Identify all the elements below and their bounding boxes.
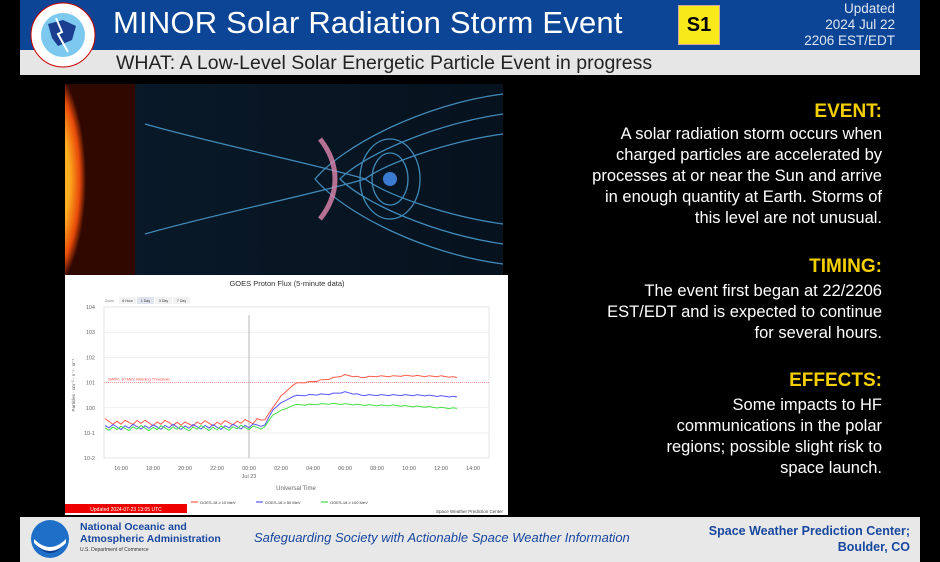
section-line: The event first began at 22/2206 bbox=[644, 282, 882, 300]
y-tick-label: 101 bbox=[86, 381, 95, 387]
magnetosphere-image bbox=[65, 84, 503, 275]
x-tick-label: 18:00 bbox=[146, 466, 160, 472]
x-tick-label: 14:00 bbox=[466, 466, 480, 472]
series-line bbox=[104, 373, 458, 427]
swpc-location: Space Weather Prediction Center; Boulder… bbox=[709, 523, 910, 555]
section-line: this level are not unusual. bbox=[694, 209, 882, 227]
threshold-label: SWPC 10 MeV Warning Threshold bbox=[108, 377, 170, 382]
dept-text: U.S. Department of Commerce bbox=[80, 547, 149, 553]
y-tick-label: 10-2 bbox=[84, 456, 95, 462]
zoom-option-label: 1 Day bbox=[141, 299, 150, 303]
proton-flux-chart: GOES Proton Flux (5-minute data) Zoom 6 … bbox=[65, 275, 508, 515]
x-tick-label: 12:00 bbox=[434, 466, 448, 472]
x-tick-label: 20:00 bbox=[178, 466, 192, 472]
updated-info: Updated 2024 Jul 22 2206 EST/EDT bbox=[804, 1, 895, 49]
zoom-button[interactable]: 7 Day bbox=[173, 297, 190, 304]
tagline: Safeguarding Society with Actionable Spa… bbox=[254, 530, 630, 545]
page-title: MINOR Solar Radiation Storm Event bbox=[113, 5, 623, 40]
x-tick-label: 16:00 bbox=[114, 466, 128, 472]
section-body: Some impacts to HF communications in the … bbox=[542, 395, 882, 479]
center-line1: Space Weather Prediction Center; bbox=[708, 524, 910, 538]
section-heading: EVENT: bbox=[814, 101, 882, 122]
section-line: Some impacts to HF bbox=[732, 396, 882, 414]
x-tick-label: 02:00 bbox=[274, 466, 288, 472]
zoom-option-label: 3 Day bbox=[159, 299, 168, 303]
chart-title: GOES Proton Flux (5-minute data) bbox=[229, 279, 345, 288]
center-line2: Boulder, CO bbox=[837, 540, 910, 554]
section-line: processes at or near the Sun and arrive bbox=[592, 167, 882, 185]
legend-entry[interactable]: GOES-18 ≥ 10 MeV bbox=[200, 500, 236, 505]
section-heading: TIMING: bbox=[809, 256, 882, 277]
x-tick-label: 22:00 bbox=[210, 466, 224, 472]
section-heading: EFFECTS: bbox=[789, 370, 882, 391]
x-tick-label: 04:00 bbox=[306, 466, 320, 472]
section-line: for several hours. bbox=[754, 324, 882, 342]
zoom-button[interactable]: 1 Day bbox=[137, 297, 154, 304]
x-tick-sublabel: Jul 23 bbox=[242, 474, 257, 480]
zoom-option-label: 6 Hour bbox=[122, 299, 133, 303]
section-line: A solar radiation storm occurs when bbox=[620, 125, 882, 143]
y-tick-label: 102 bbox=[86, 355, 95, 361]
y-axis-label: Particles · cm⁻² · s⁻¹ · sr⁻¹ bbox=[71, 358, 76, 411]
x-tick-label: 00:00 bbox=[242, 466, 256, 472]
what-bar bbox=[20, 50, 920, 75]
legend-entry[interactable]: GOES-18 ≥ 100 MeV bbox=[330, 500, 368, 505]
footer-bar bbox=[20, 517, 920, 562]
series-line bbox=[104, 402, 458, 432]
x-axis-label: Universal Time bbox=[276, 486, 316, 492]
y-tick-label: 100 bbox=[86, 406, 95, 412]
section-body: The event first began at 22/2206 EST/EDT … bbox=[542, 281, 882, 344]
section-line: EST/EDT and is expected to continue bbox=[607, 303, 882, 321]
zoom-option-label: 7 Day bbox=[177, 299, 186, 303]
section-line: regions; possible slight risk to bbox=[666, 438, 882, 456]
updated-label: Updated bbox=[843, 1, 895, 16]
x-tick-label: 06:00 bbox=[338, 466, 352, 472]
updated-stamp: Updated 2024-07-23 13:05 UTC bbox=[90, 507, 162, 513]
section-body: A solar radiation storm occurs when charg… bbox=[542, 124, 882, 229]
section-line: in enough quantity at Earth. Storms of bbox=[605, 188, 882, 206]
legend-entry[interactable]: GOES-18 ≥ 50 MeV bbox=[265, 500, 301, 505]
scale-badge: S1 bbox=[678, 5, 720, 45]
nws-logo-icon bbox=[30, 2, 96, 68]
header-bar bbox=[20, 0, 920, 50]
updated-stamp-box bbox=[65, 504, 187, 513]
x-tick-label: 10:00 bbox=[402, 466, 416, 472]
updated-time: 2206 EST/EDT bbox=[804, 33, 895, 48]
org-line1: National Oceanic and bbox=[80, 521, 187, 533]
zoom-label: Zoom bbox=[105, 299, 114, 303]
section-line: communications in the polar bbox=[676, 417, 882, 435]
zoom-button[interactable]: 6 Hour bbox=[119, 297, 136, 304]
org-line2: Atmospheric Administration bbox=[80, 533, 221, 545]
noaa-logo-icon bbox=[31, 520, 69, 558]
y-tick-label: 10-1 bbox=[84, 431, 95, 437]
y-tick-label: 103 bbox=[86, 330, 95, 336]
what-text: WHAT: A Low-Level Solar Energetic Partic… bbox=[116, 52, 653, 74]
updated-date: 2024 Jul 22 bbox=[825, 17, 895, 32]
section-line: space launch. bbox=[780, 459, 882, 477]
y-tick-label: 104 bbox=[86, 305, 95, 311]
section-line: charged particles are accelerated by bbox=[616, 146, 882, 164]
noaa-name: National Oceanic and Atmospheric Adminis… bbox=[80, 521, 221, 545]
x-tick-label: 08:00 bbox=[370, 466, 384, 472]
zoom-button[interactable]: 3 Day bbox=[155, 297, 172, 304]
chart-credit: Space Weather Prediction Center bbox=[436, 509, 503, 514]
